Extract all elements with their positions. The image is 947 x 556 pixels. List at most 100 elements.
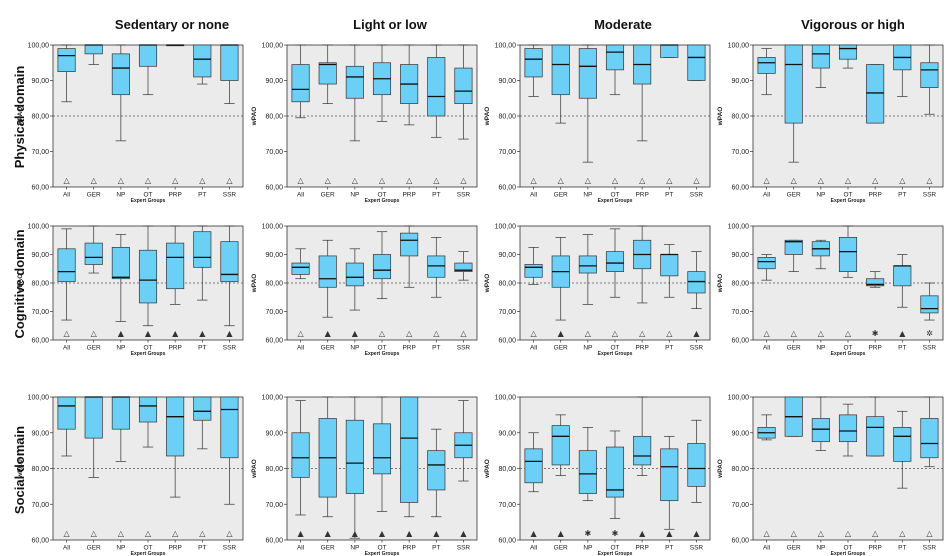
box [811,418,830,443]
y-tick-label: 80,00 [265,281,283,288]
box [220,241,239,282]
x-tick-label: SSR [923,545,937,552]
x-tick-label: PRP [635,545,648,552]
x-tick-label: PRP [868,192,881,199]
marker: △ [325,176,332,185]
x-tick-label: All [763,545,771,552]
y-tick-label: 70,00 [498,149,516,156]
marker: △ [693,176,700,185]
x-tick-label: SSR [223,545,237,552]
x-tick-label: GER [554,345,568,352]
x-tick-label: NP [816,545,825,552]
y-tick-label: 60,00 [31,538,49,545]
panel: 60,00 70,00 80,00 90,00 100,00 wPAO △ All ▲ GER ▲ N… [251,224,478,357]
x-tick-label: OT [843,345,852,352]
x-tick-label: PT [898,192,906,199]
box [291,64,310,103]
panel: 60,00 70,00 80,00 90,00 100,00 wPAO △ All △ GER △ N… [17,43,244,204]
box [866,416,885,457]
marker: △ [666,176,673,185]
box [784,44,803,124]
marker: △ [791,329,798,338]
y-tick-label: 60,00 [265,185,283,192]
y-tick-label: 60,00 [498,185,516,192]
column-title: Sedentary or none [115,17,229,32]
x-axis-label: Expert Groups [365,198,400,204]
box [578,255,597,274]
box [605,251,625,272]
x-tick-label: OT [843,545,852,552]
box [866,278,885,287]
y-tick-label: 70,00 [731,309,749,316]
x-axis-label: Expert Groups [365,351,400,357]
marker: ▲ [352,529,359,538]
marker: △ [406,329,413,338]
marker: △ [460,176,467,185]
x-tick-label: GER [87,345,101,352]
box [138,44,158,67]
x-axis-label: Expert Groups [598,551,633,556]
y-tick-label: 100,00 [262,395,284,402]
box [111,53,130,96]
panel: 60,00 70,00 80,00 90,00 100,00 wPAO ▲ All ▲ GER ▲ N… [251,395,478,556]
marker: △ [585,176,592,185]
marker: ✱ [872,329,879,338]
marker: ▲ [325,529,332,538]
x-tick-label: NP [116,345,125,352]
x-tick-label: SSR [223,192,237,199]
marker: △ [845,329,852,338]
marker: ▲ [460,529,467,538]
column-title: Light or low [353,17,428,32]
y-tick-label: 100,00 [728,43,750,50]
marker: ✱ [612,529,619,538]
box [687,44,706,81]
y-tick-label: 80,00 [731,466,749,473]
x-tick-label: All [530,545,538,552]
marker: △ [297,176,304,185]
x-tick-label: OT [377,345,386,352]
panel: 60,00 70,00 80,00 90,00 100,00 wPAO △ All ▲ GER △ N… [484,224,711,357]
panel: 60,00 70,00 80,00 90,00 100,00 wPAO ▲ All ▲ GER ✱ N… [484,395,711,556]
y-tick-label: 90,00 [498,430,516,437]
marker: ✱ [585,529,592,538]
x-tick-label: OT [843,192,852,199]
box [660,448,679,502]
x-axis-label: Expert Groups [365,551,400,556]
box [551,44,570,96]
box [193,231,212,268]
box [838,414,858,443]
panel: 60,00 70,00 80,00 90,00 100,00 wPAO △ All △ GER △ N… [17,395,244,556]
x-axis-label: Expert Groups [831,551,866,556]
y-tick-label: 90,00 [31,430,49,437]
y-tick-label: 90,00 [265,78,283,85]
y-tick-label: 80,00 [31,466,49,473]
box [372,423,392,475]
box [427,57,446,117]
x-tick-label: PT [432,545,440,552]
box [866,64,885,124]
box [427,450,446,491]
x-tick-label: PT [665,545,673,552]
y-tick-label: 70,00 [31,149,49,156]
box [291,262,310,275]
x-tick-label: OT [377,192,386,199]
y-axis-label: wPAO [17,274,24,294]
box [220,44,239,81]
x-tick-label: PT [898,545,906,552]
marker: △ [818,329,825,338]
marker: △ [118,529,125,538]
x-axis-label: Expert Groups [131,198,166,204]
box [893,265,912,287]
x-tick-label: GER [787,345,801,352]
x-axis-label: Expert Groups [598,351,633,357]
x-tick-label: NP [350,192,359,199]
marker: △ [172,529,179,538]
y-tick-label: 100,00 [28,224,50,231]
marker: △ [926,176,933,185]
y-tick-label: 90,00 [498,252,516,259]
marker: △ [899,176,906,185]
x-tick-label: SSR [690,192,704,199]
marker: △ [379,176,386,185]
box [372,254,392,280]
marker: △ [845,529,852,538]
